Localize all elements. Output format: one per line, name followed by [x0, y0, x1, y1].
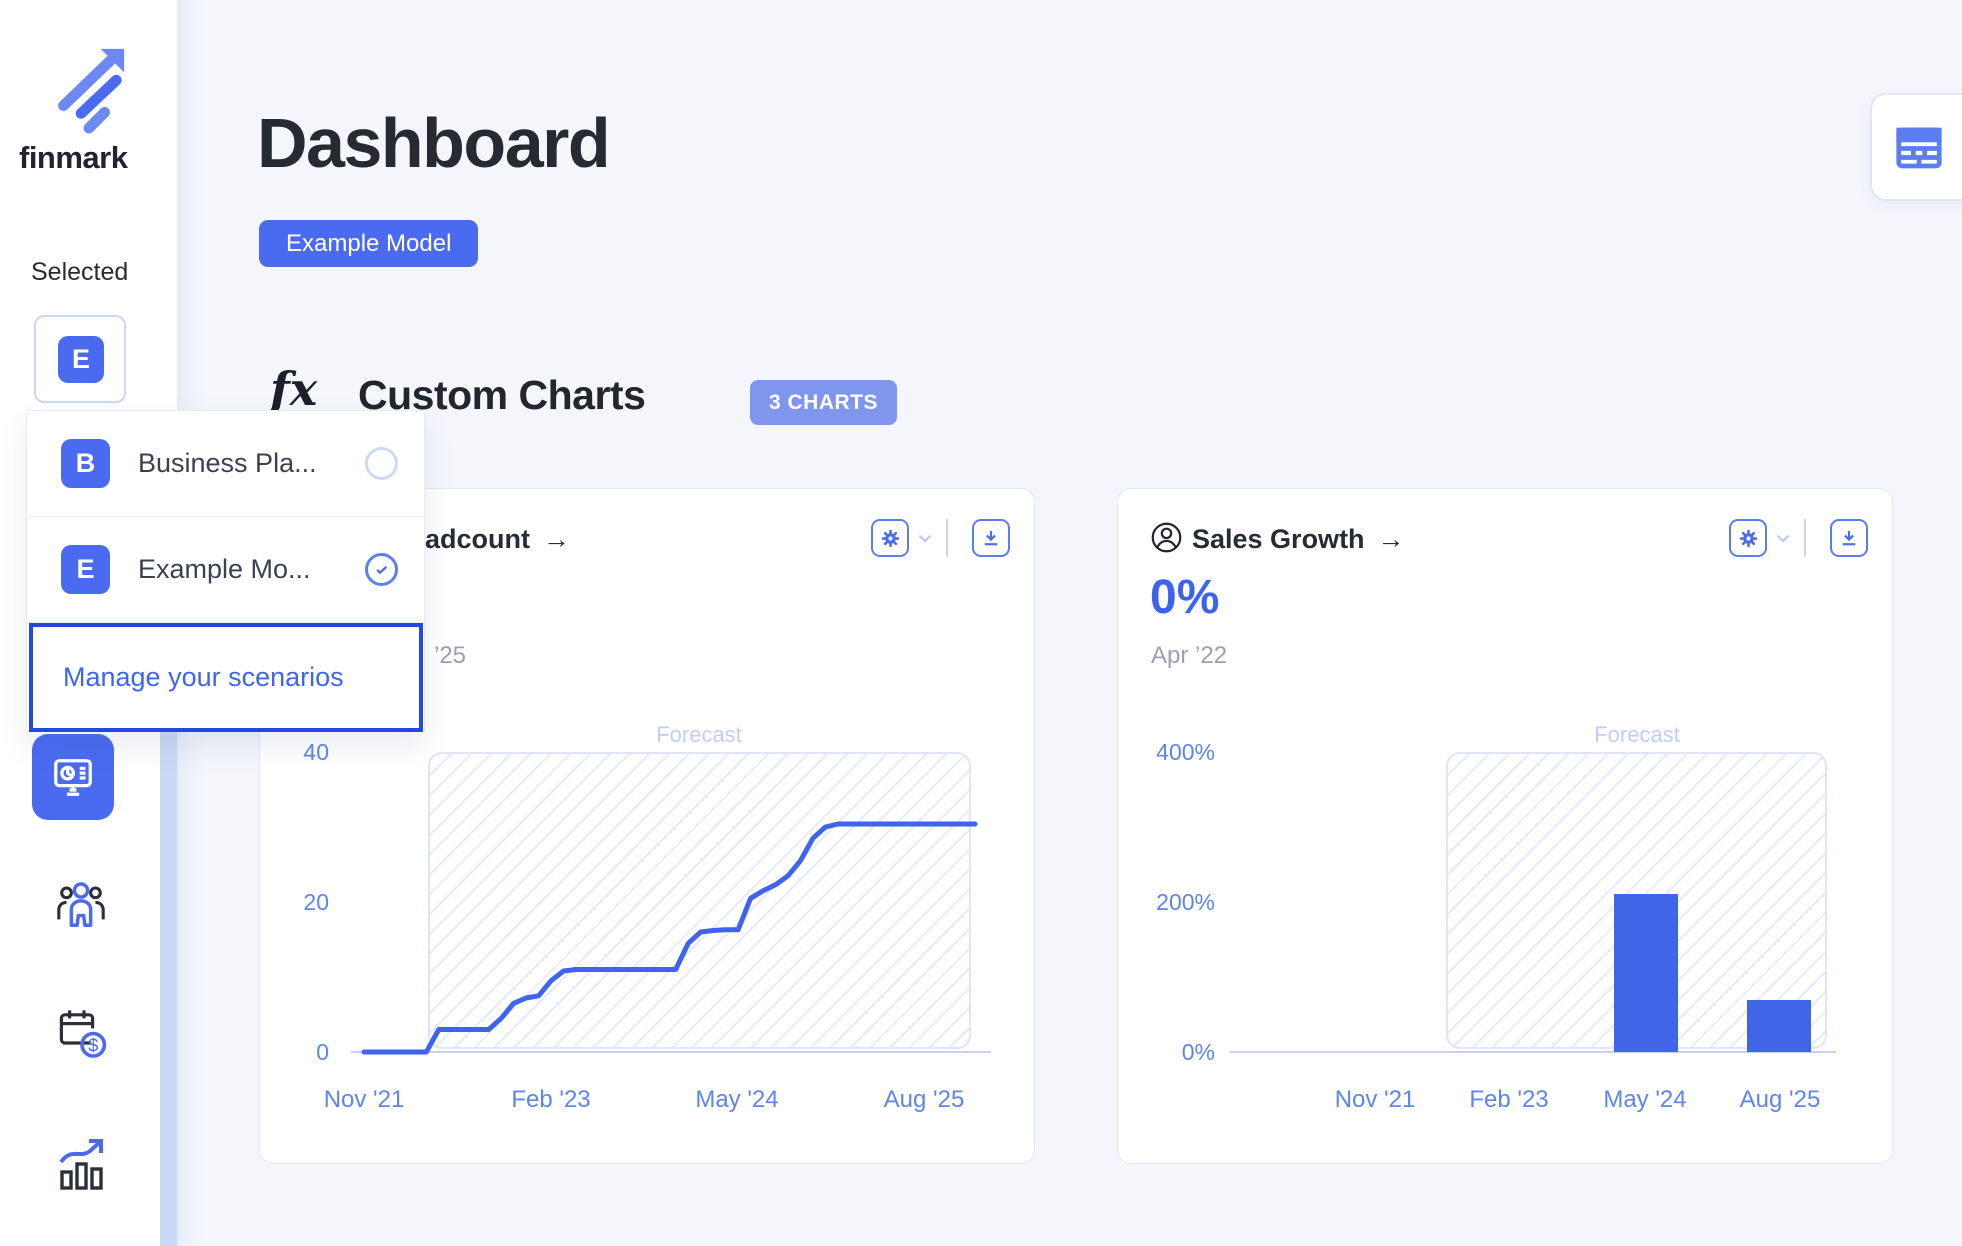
- arrow-right-icon: →: [1377, 524, 1405, 554]
- headcount-settings-dropdown-chevron[interactable]: [914, 527, 936, 549]
- sidebar-item-team[interactable]: [54, 876, 108, 932]
- sidebar-item-dashboard[interactable]: [32, 734, 114, 820]
- download-icon: [984, 530, 998, 546]
- manage-scenarios-link[interactable]: Manage your scenarios: [63, 662, 344, 692]
- brand-name: finmark: [19, 140, 128, 175]
- table-layout-icon: [1896, 127, 1942, 169]
- scenario-option-business-plan[interactable]: B Business Pla...: [27, 411, 424, 517]
- headcount-card-title[interactable]: adcount →: [425, 524, 570, 555]
- selected-model-avatar: E: [58, 336, 104, 383]
- scenario-dropdown: B Business Pla... E Example Mo... Manage…: [26, 410, 425, 732]
- dashboard-monitor-icon: [54, 759, 92, 796]
- finmark-logo-icon: [58, 48, 125, 134]
- scenario-label: Example Mo...: [138, 554, 311, 584]
- gear-icon: [1739, 529, 1757, 547]
- page-title: Dashboard: [257, 104, 611, 182]
- headcount-ytick-20: 20: [303, 889, 329, 915]
- sales-xtick-2: May '24: [1603, 1086, 1687, 1113]
- sales-growth-current-value: 0%: [1150, 571, 1220, 624]
- people-icon: [57, 882, 105, 927]
- sales-xtick-1: Feb '23: [1469, 1086, 1549, 1113]
- headcount-xtick-1: Feb '23: [511, 1086, 591, 1113]
- actions-divider: [1804, 519, 1806, 557]
- chevron-down-icon: [918, 534, 932, 543]
- headcount-xtick-0: Nov '21: [323, 1086, 405, 1113]
- sales-axis-line: [1230, 1051, 1836, 1053]
- selected-label: Selected: [31, 258, 129, 286]
- headcount-title-fragment: adcount: [425, 524, 530, 554]
- check-icon: [376, 566, 388, 575]
- sidebar-item-budget[interactable]: $: [56, 1006, 108, 1062]
- headcount-line: [361, 821, 978, 1055]
- arrow-right-icon: →: [543, 524, 570, 554]
- sales-xtick-0: Nov '21: [1334, 1086, 1416, 1113]
- layout-panel-button[interactable]: [1870, 93, 1962, 201]
- sales-growth-title-text: Sales Growth: [1192, 524, 1365, 554]
- actions-divider: [946, 519, 948, 557]
- scenario-radio-unchecked[interactable]: [365, 447, 398, 480]
- headcount-forecast-label: Forecast: [656, 722, 742, 747]
- chevron-down-icon: [1776, 534, 1790, 543]
- sales-xtick-3: Aug '25: [1739, 1086, 1821, 1113]
- dollar-glyph: $: [88, 1035, 98, 1055]
- selected-model-button[interactable]: E: [34, 315, 126, 403]
- gear-icon: [881, 529, 899, 547]
- scenario-avatar-e: E: [61, 545, 110, 594]
- sales-growth-settings-button[interactable]: [1729, 519, 1767, 557]
- headcount-card-actions: [871, 519, 1010, 557]
- headcount-axis-line: [351, 1051, 991, 1053]
- sales-growth-date: Apr ’22: [1151, 642, 1228, 669]
- sales-ytick-400: 400%: [1156, 739, 1215, 765]
- sales-bar-may-24: [1614, 894, 1678, 1052]
- scenario-option-example-model[interactable]: E Example Mo...: [27, 517, 424, 623]
- scenario-label: Business Pla...: [138, 448, 317, 478]
- headcount-xtick-3: Aug '25: [883, 1086, 965, 1113]
- headcount-line-chart: [361, 821, 978, 1055]
- download-icon: [1842, 530, 1856, 546]
- sales-growth-card-actions: [1729, 519, 1868, 557]
- sales-growth-settings-dropdown-chevron[interactable]: [1772, 527, 1794, 549]
- example-model-button[interactable]: Example Model: [259, 220, 479, 267]
- sales-growth-download-button[interactable]: [1830, 519, 1868, 557]
- manage-scenarios-box[interactable]: Manage your scenarios: [29, 623, 423, 732]
- sales-growth-card-title[interactable]: Sales Growth →: [1192, 524, 1405, 555]
- headcount-date-fragment: ’25: [434, 642, 467, 669]
- scenario-radio-checked[interactable]: [365, 553, 398, 586]
- sales-forecast-label: Forecast: [1594, 722, 1680, 747]
- person-circle-icon: [1150, 521, 1183, 559]
- chart-growth-icon: [59, 1139, 103, 1190]
- headcount-ytick-0: 0: [316, 1039, 329, 1065]
- sales-ytick-0: 0%: [1181, 1039, 1215, 1065]
- sales-ytick-200: 200%: [1156, 889, 1215, 915]
- headcount-xtick-2: May '24: [695, 1086, 779, 1113]
- headcount-ytick-40: 40: [303, 739, 329, 765]
- headcount-settings-button[interactable]: [871, 519, 909, 557]
- headcount-download-button[interactable]: [972, 519, 1010, 557]
- sales-bar-aug-25: [1747, 1000, 1811, 1052]
- sidebar-item-metrics[interactable]: [54, 1130, 110, 1192]
- scenario-avatar-b: B: [61, 439, 110, 488]
- calendar-dollar-icon: $: [59, 1010, 107, 1058]
- fx-function-icon: fx: [270, 362, 318, 416]
- charts-count-badge: 3 CHARTS: [750, 380, 898, 425]
